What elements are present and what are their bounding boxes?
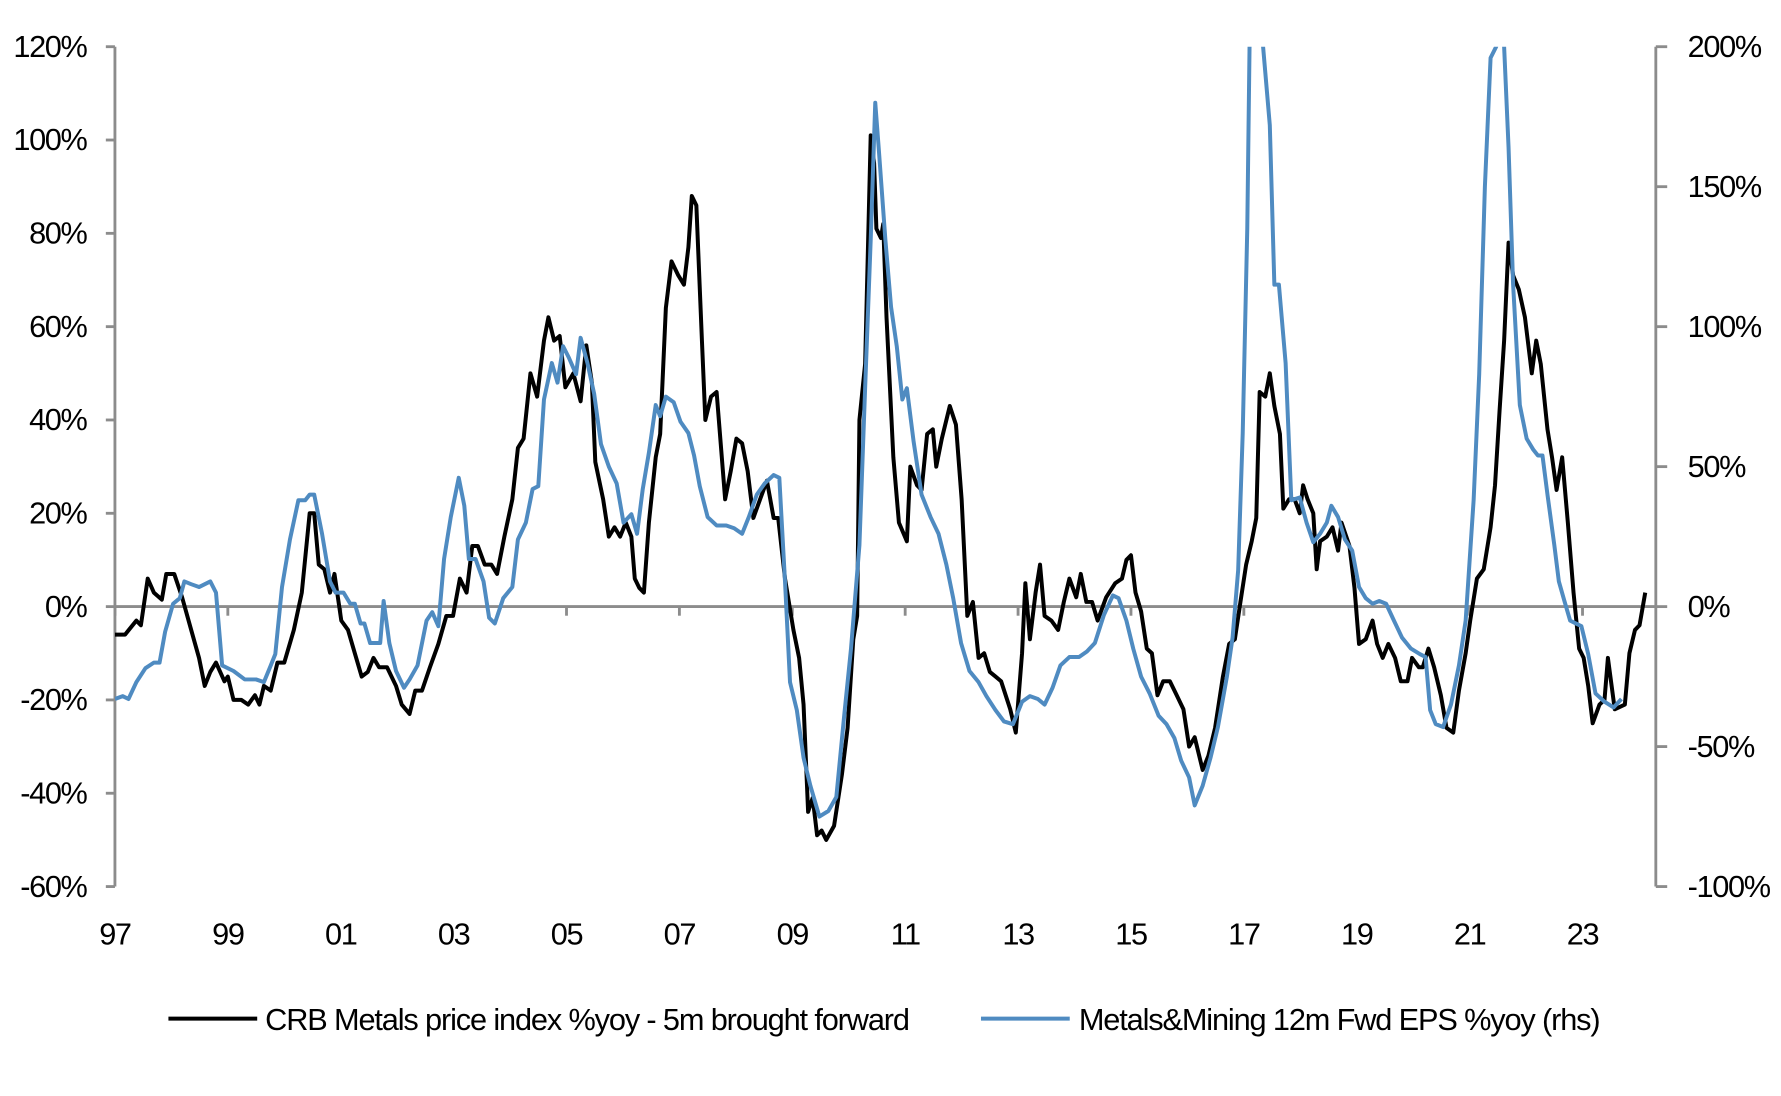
legend-label-metals-mining-eps: Metals&Mining 12m Fwd EPS %yoy (rhs) xyxy=(1079,1002,1600,1037)
left-axis-tick-label: 100% xyxy=(13,122,87,157)
left-axis-tick-label: 0% xyxy=(45,589,88,624)
right-axis-tick-label: -50% xyxy=(1688,729,1755,764)
left-y-axis: 120% 100% 80% 60% 40% 20% 0% -20% -40% -60% xyxy=(13,29,117,904)
right-axis-tick-label: 50% xyxy=(1688,449,1746,484)
x-axis-tick-label: 13 xyxy=(1002,917,1034,952)
right-axis-tick-label: -100% xyxy=(1688,869,1771,904)
left-axis-tick-label: 20% xyxy=(29,496,87,531)
left-axis-tick-label: -20% xyxy=(20,682,87,717)
x-axis-tick-label: 01 xyxy=(325,917,357,952)
x-axis-tick-label: 97 xyxy=(99,917,131,952)
series-line-crb-metals xyxy=(114,133,1648,842)
legend-label-crb-metals: CRB Metals price index %yoy - 5m brought… xyxy=(265,1002,909,1037)
left-axis-tick-label: 60% xyxy=(29,309,87,344)
x-axis-tick-label: 03 xyxy=(438,917,470,952)
legend: CRB Metals price index %yoy - 5m brought… xyxy=(168,1002,1601,1037)
series-line-metals-mining-eps xyxy=(114,46,1623,819)
right-axis-tick-label: 0% xyxy=(1688,589,1731,624)
right-y-axis: 200% 150% 100% 50% 0% -50% -100% xyxy=(1654,29,1772,904)
x-axis-tick-label: 05 xyxy=(551,917,583,952)
left-axis-tick-label: -60% xyxy=(20,869,87,904)
left-axis-tick-label: 40% xyxy=(29,402,87,437)
left-axis-tick-label: 120% xyxy=(13,29,87,64)
x-axis-tick-label: 11 xyxy=(891,917,920,952)
series-layer xyxy=(114,46,1648,842)
right-axis-tick-label: 200% xyxy=(1688,29,1762,64)
x-axis-tick-label: 07 xyxy=(664,917,696,952)
x-axis-tick-label: 99 xyxy=(212,917,244,952)
x-axis: 97 99 01 03 05 07 09 11 13 15 17 19 21 23 xyxy=(99,605,1656,952)
right-axis-tick-label: 150% xyxy=(1688,169,1762,204)
x-axis-tick-label: 09 xyxy=(777,917,809,952)
right-axis-tick-label: 100% xyxy=(1688,309,1762,344)
x-axis-tick-label: 15 xyxy=(1115,917,1147,952)
x-axis-tick-label: 23 xyxy=(1567,917,1599,952)
x-axis-tick-label: 17 xyxy=(1228,917,1260,952)
left-axis-tick-label: 80% xyxy=(29,216,87,251)
left-axis-tick-label: -40% xyxy=(20,775,87,810)
x-axis-tick-label: 21 xyxy=(1454,917,1486,952)
x-axis-tick-label: 19 xyxy=(1341,917,1373,952)
